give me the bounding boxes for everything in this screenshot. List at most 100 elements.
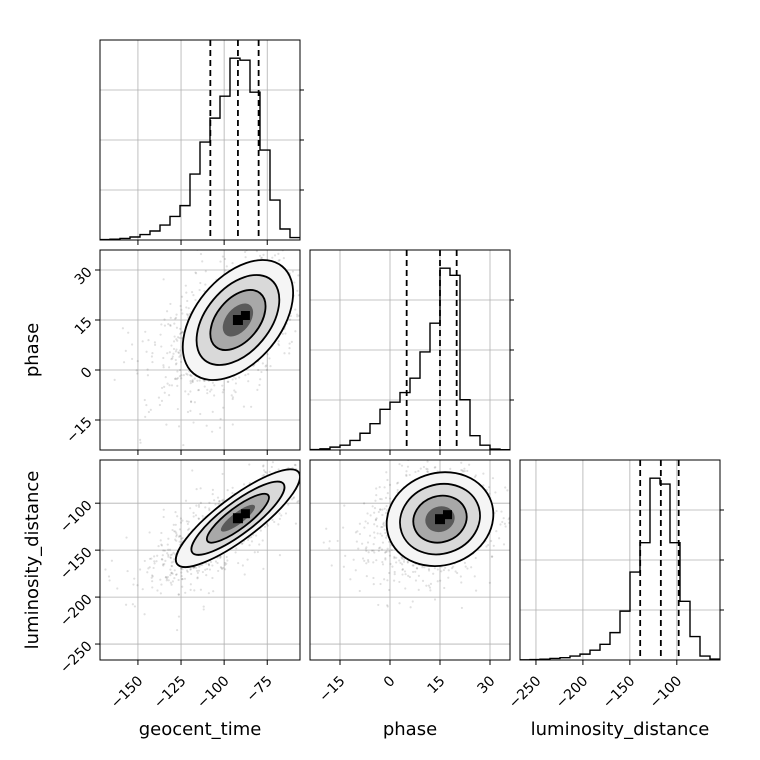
scatter-point xyxy=(243,573,246,576)
scatter-point xyxy=(186,528,190,531)
scatter-point xyxy=(262,465,265,468)
scatter-point xyxy=(425,584,428,587)
scatter-point xyxy=(92,398,94,400)
scatter-point xyxy=(151,586,154,589)
scatter-point xyxy=(197,388,201,392)
scatter-point xyxy=(189,374,192,377)
scatter-point xyxy=(423,566,426,569)
scatter-point xyxy=(379,497,382,501)
scatter-point xyxy=(161,554,164,557)
scatter-point xyxy=(377,547,381,550)
scatter-point xyxy=(498,537,501,540)
scatter-point xyxy=(186,522,189,526)
scatter-point xyxy=(231,486,234,489)
scatter-point xyxy=(331,472,333,474)
scatter-point xyxy=(174,538,177,541)
scatter-point xyxy=(167,537,170,540)
scatter-point xyxy=(231,397,234,401)
scatter-point xyxy=(240,542,244,545)
scatter-point xyxy=(226,380,229,383)
scatter-point xyxy=(171,528,174,532)
scatter-point xyxy=(176,336,180,339)
scatter-point xyxy=(501,520,504,524)
x-axis-label: phase xyxy=(383,719,437,740)
scatter-point xyxy=(159,539,162,542)
scatter-point xyxy=(381,508,384,511)
scatter-point xyxy=(241,542,244,545)
scatter-point xyxy=(259,529,262,532)
scatter-point xyxy=(414,570,417,573)
scatter-point xyxy=(146,374,150,377)
scatter-point xyxy=(181,331,184,334)
scatter-point xyxy=(153,562,156,565)
scatter-point xyxy=(219,417,222,421)
scatter-point xyxy=(462,470,465,473)
scatter-point xyxy=(317,469,319,471)
scatter-point xyxy=(303,471,305,473)
scatter-point xyxy=(231,378,234,381)
scatter-point xyxy=(261,474,264,477)
scatter-point xyxy=(373,536,376,539)
scatter-point xyxy=(277,523,280,526)
scatter-point xyxy=(233,389,236,392)
scatter-point xyxy=(280,514,283,517)
scatter-point xyxy=(172,551,175,554)
scatter-point xyxy=(354,569,357,572)
scatter-point xyxy=(234,377,237,380)
scatter-point xyxy=(164,376,167,379)
scatter-point xyxy=(271,518,274,521)
scatter-point xyxy=(181,312,184,315)
scatter-point xyxy=(224,269,227,272)
y-tick-label: −150 xyxy=(57,544,96,583)
scatter-point xyxy=(379,582,382,586)
scatter-point xyxy=(474,474,477,477)
scatter-point xyxy=(197,503,201,507)
scatter-point xyxy=(175,539,178,542)
scatter-point xyxy=(177,615,181,618)
scatter-point xyxy=(358,589,361,593)
scatter-point xyxy=(427,567,431,571)
scatter-point xyxy=(382,521,385,524)
scatter-point xyxy=(219,566,223,569)
scatter-point xyxy=(197,517,200,520)
scatter-point xyxy=(211,410,214,413)
scatter-point xyxy=(199,252,203,256)
scatter-point xyxy=(177,351,180,354)
scatter-point xyxy=(372,576,375,580)
scatter-point xyxy=(266,353,269,356)
scatter-point xyxy=(173,335,176,338)
scatter-point xyxy=(211,564,214,567)
scatter-point xyxy=(124,603,128,606)
scatter-point xyxy=(378,486,381,489)
scatter-point xyxy=(296,289,299,292)
scatter-point xyxy=(383,578,386,581)
hist-panel-luminosity_distance xyxy=(520,460,720,660)
scatter-point xyxy=(186,299,189,303)
scatter-point xyxy=(493,445,495,447)
scatter-point xyxy=(187,307,190,310)
x-tick-label: −100 xyxy=(647,673,686,712)
scatter-point xyxy=(381,513,384,517)
scatter-point xyxy=(393,570,396,574)
scatter-point xyxy=(185,520,188,523)
scatter-point xyxy=(370,549,374,552)
scatter-point xyxy=(405,474,408,477)
scatter-point xyxy=(428,586,432,589)
scatter-point xyxy=(386,579,389,582)
scatter-point xyxy=(181,578,184,581)
scatter-point xyxy=(186,314,190,317)
scatter-point xyxy=(266,524,269,527)
scatter-point xyxy=(178,336,181,340)
scatter-point xyxy=(197,569,201,572)
scatter-point xyxy=(211,576,214,580)
scatter-point xyxy=(234,551,237,554)
scatter-point xyxy=(306,280,308,282)
scatter-point xyxy=(398,559,401,562)
scatter-point xyxy=(172,560,175,563)
y-axis-label: luminosity_distance xyxy=(22,471,43,650)
scatter-point xyxy=(196,571,199,574)
scatter-point xyxy=(121,327,125,330)
scatter-point xyxy=(325,527,328,530)
scatter-point xyxy=(328,467,330,469)
scatter-point xyxy=(383,507,386,510)
